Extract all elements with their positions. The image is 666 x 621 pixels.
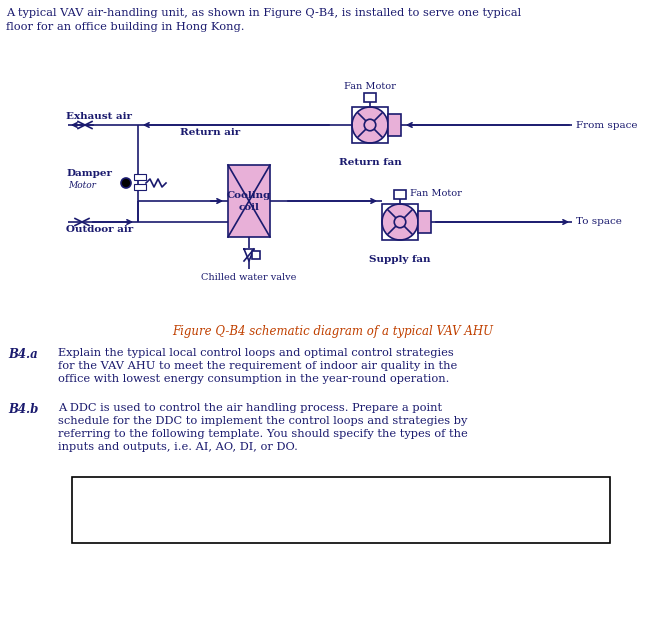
- Bar: [72, 477, 610, 543]
- Text: AO: AO: [452, 481, 472, 494]
- Circle shape: [382, 204, 418, 240]
- Bar: [352, 107, 388, 143]
- Text: Supply fan: Supply fan: [369, 255, 431, 264]
- Bar: [364, 93, 376, 102]
- Text: coil: coil: [238, 204, 260, 212]
- Text: B4.b: B4.b: [8, 403, 39, 416]
- Bar: [394, 190, 406, 199]
- Text: B4.a: B4.a: [8, 348, 38, 361]
- Text: From space: From space: [576, 120, 637, 130]
- Text: referring to the following template. You should specify the types of the: referring to the following template. You…: [58, 429, 468, 439]
- Text: Explain the typical local control loops and optimal control strategies: Explain the typical local control loops …: [58, 348, 454, 358]
- Text: Exhaust air: Exhaust air: [66, 112, 132, 121]
- Text: A DDC is used to control the air handling process. Prepare a point: A DDC is used to control the air handlin…: [58, 403, 442, 413]
- Text: Fan Motor: Fan Motor: [410, 189, 462, 199]
- Text: Motor: Motor: [68, 181, 96, 190]
- Text: To space: To space: [576, 217, 622, 227]
- Text: Fan Motor: Fan Motor: [344, 82, 396, 91]
- Bar: [388, 114, 401, 136]
- Bar: [134, 174, 146, 180]
- Text: Return air: Return air: [180, 128, 240, 137]
- Text: schedule for the DDC to implement the control loops and strategies by: schedule for the DDC to implement the co…: [58, 416, 468, 426]
- Text: inputs and outputs, i.e. AI, AO, DI, or DO.: inputs and outputs, i.e. AI, AO, DI, or …: [58, 442, 298, 452]
- Text: Cooling: Cooling: [227, 191, 271, 201]
- Bar: [382, 204, 418, 240]
- Text: floor for an office building in Hong Kong.: floor for an office building in Hong Kon…: [6, 22, 244, 32]
- Text: Figure Q-B4 schematic diagram of a typical VAV AHU: Figure Q-B4 schematic diagram of a typic…: [172, 325, 494, 338]
- Circle shape: [352, 107, 388, 143]
- Text: Chilled water valve: Chilled water valve: [201, 273, 296, 282]
- Bar: [418, 211, 431, 233]
- Text: DO: DO: [521, 481, 542, 494]
- Bar: [228, 165, 270, 237]
- Circle shape: [364, 119, 376, 131]
- Circle shape: [394, 216, 406, 228]
- Text: Return fan: Return fan: [338, 158, 402, 167]
- Text: Damper: Damper: [66, 169, 112, 178]
- Text: A typical VAV air-handling unit, as shown in Figure Q-B4, is installed to serve : A typical VAV air-handling unit, as show…: [6, 8, 521, 18]
- Bar: [252, 251, 260, 259]
- Text: for the VAV AHU to meet the requirement of indoor air quality in the: for the VAV AHU to meet the requirement …: [58, 361, 458, 371]
- Text: AI: AI: [420, 481, 434, 494]
- Text: Outdoor air: Outdoor air: [66, 225, 133, 234]
- Text: DI: DI: [489, 481, 505, 494]
- Circle shape: [121, 178, 131, 188]
- Bar: [134, 184, 146, 190]
- Text: Point description: Point description: [184, 481, 298, 494]
- Text: office with lowest energy consumption in the year-round operation.: office with lowest energy consumption in…: [58, 374, 450, 384]
